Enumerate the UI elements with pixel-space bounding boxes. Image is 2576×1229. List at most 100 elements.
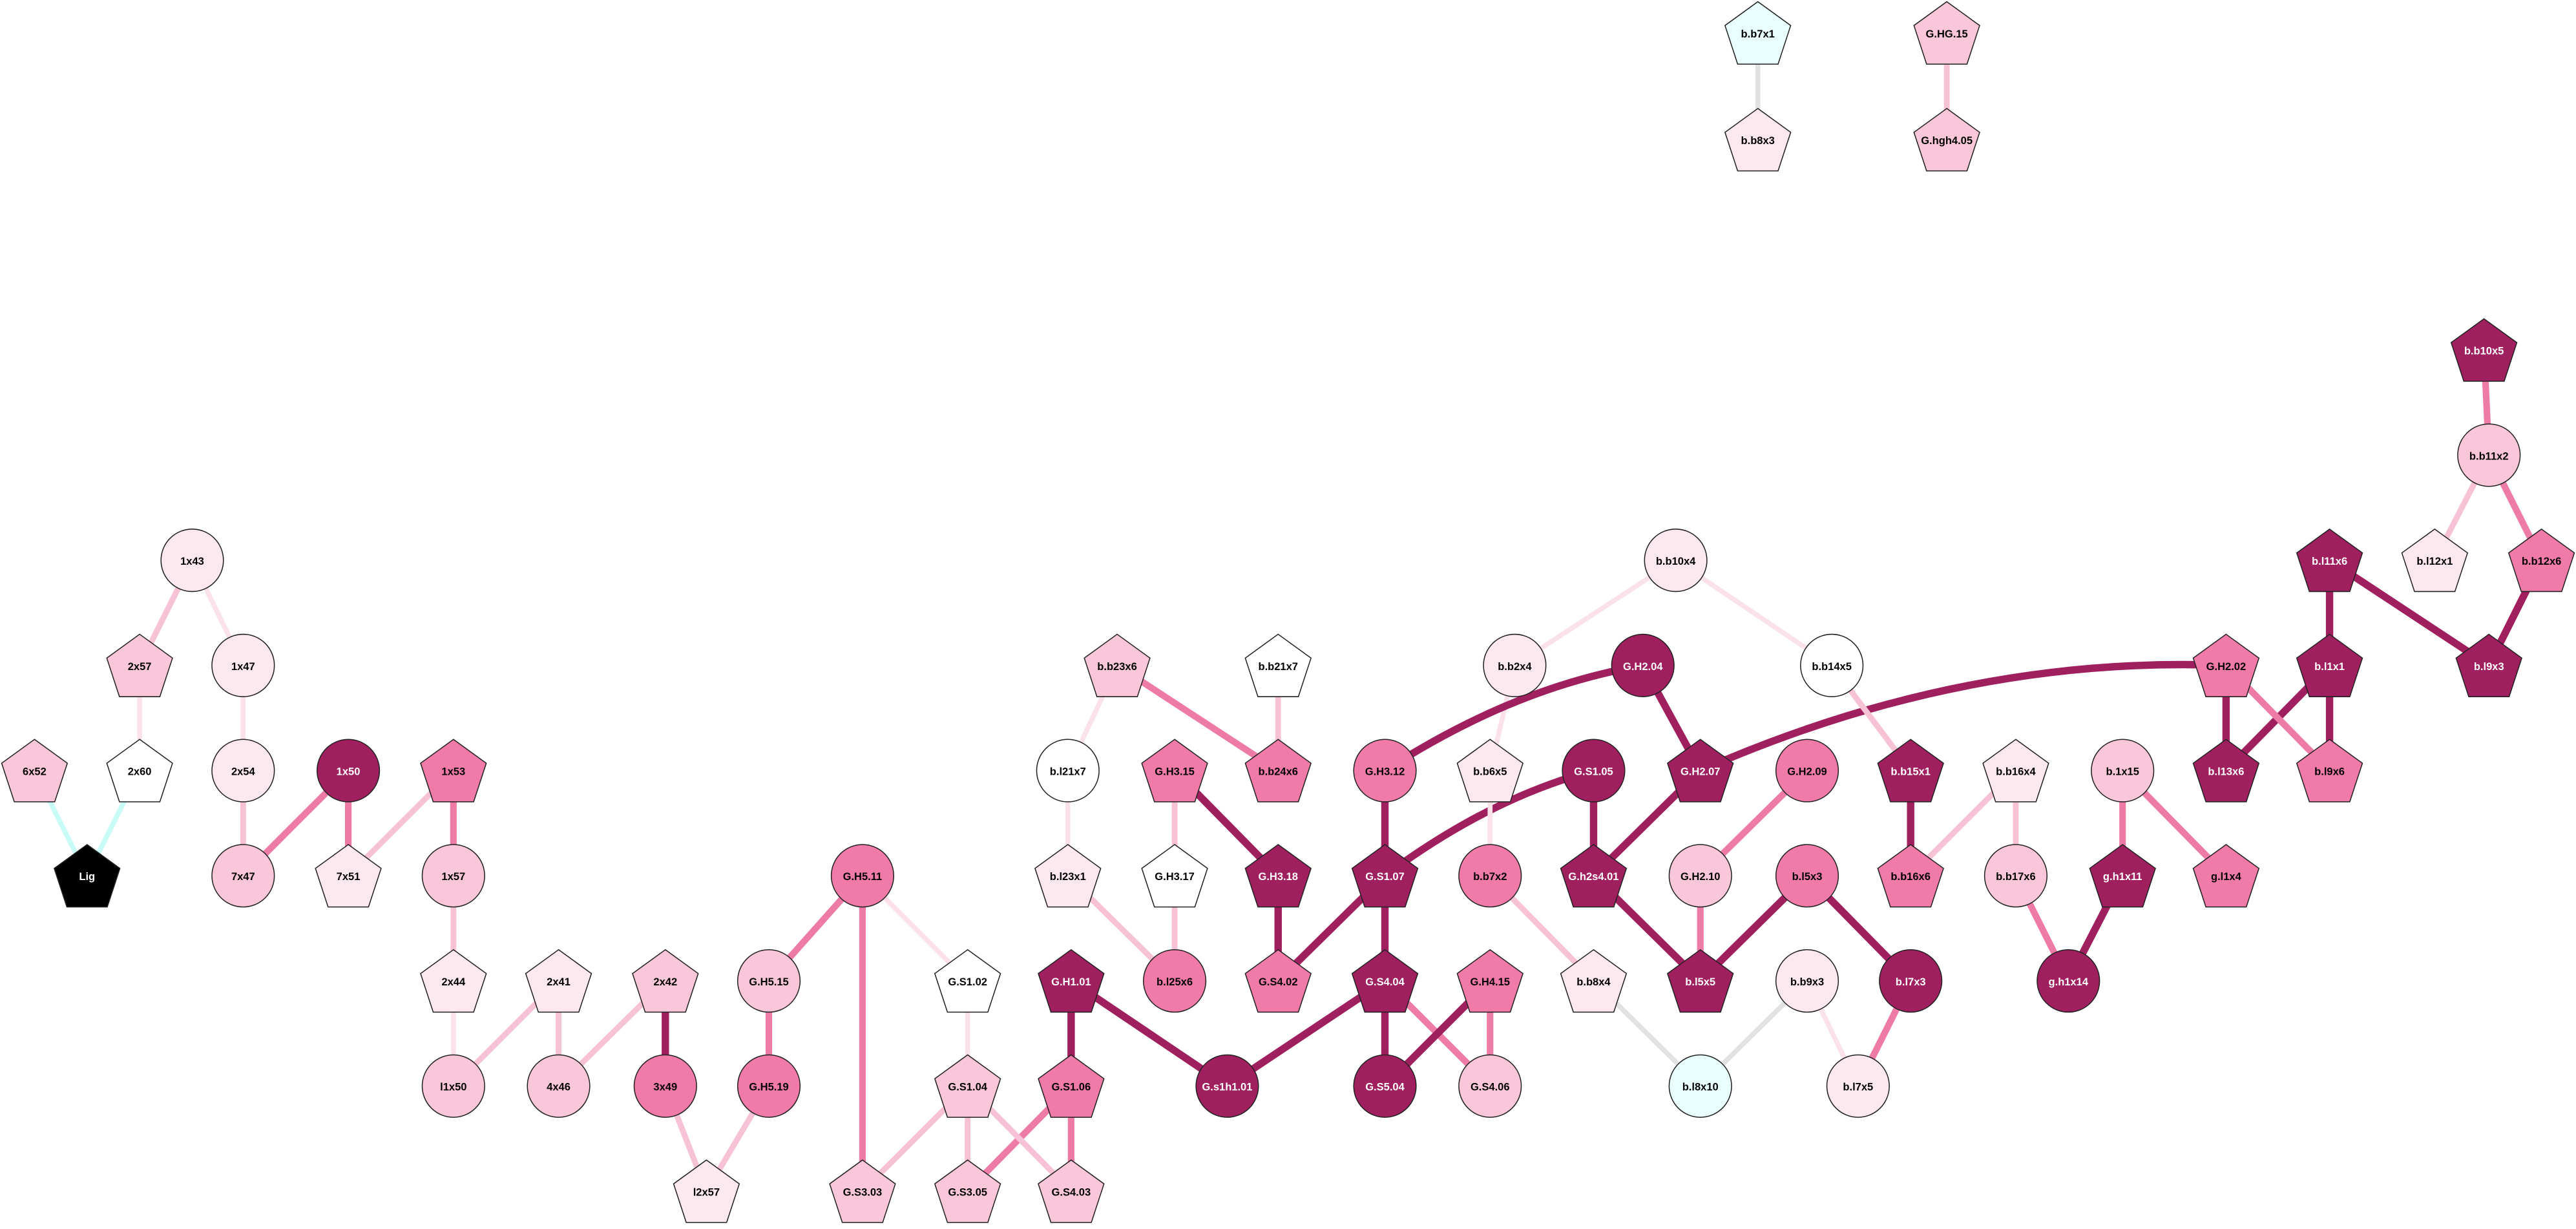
node-label: b.l11x6 bbox=[2312, 555, 2347, 567]
node-pentagon bbox=[1456, 739, 1524, 803]
node-pentagon bbox=[420, 949, 487, 1013]
node-circle bbox=[2457, 423, 2521, 487]
node-circle bbox=[2037, 949, 2100, 1013]
node: b.l12x1 bbox=[2401, 528, 2469, 593]
node-label: 2x60 bbox=[128, 766, 152, 778]
node-circle bbox=[1483, 633, 1547, 697]
node: b.l25x6 bbox=[1142, 949, 1207, 1013]
node-pentagon bbox=[934, 949, 1001, 1013]
edge bbox=[2327, 557, 2491, 669]
node-label: b.b7x2 bbox=[1473, 870, 1507, 883]
node-label: b.l9x6 bbox=[2314, 766, 2345, 778]
node-label: G.H2.07 bbox=[1681, 766, 1721, 778]
node-label: G.S4.06 bbox=[1471, 1081, 1510, 1093]
node-label: G.HG.15 bbox=[1926, 28, 1968, 40]
node: 2x60 bbox=[106, 739, 173, 803]
node-circle bbox=[1800, 633, 1864, 697]
node-label: b.l21x7 bbox=[1050, 766, 1086, 778]
node-label: b.b2x4 bbox=[1498, 660, 1532, 673]
node-label: G.S3.03 bbox=[843, 1186, 883, 1198]
node: b.b9x3 bbox=[1775, 949, 1839, 1013]
node-label: b.b12x6 bbox=[2522, 555, 2562, 567]
node-pentagon bbox=[1877, 844, 1944, 908]
node-label: G.H2.02 bbox=[2206, 660, 2246, 673]
node: g.h1x14 bbox=[2037, 949, 2100, 1013]
node: G.H4.15 bbox=[1456, 949, 1524, 1013]
node-label: b.b16x4 bbox=[1996, 766, 2036, 778]
node-label: b.b10x5 bbox=[2464, 345, 2504, 357]
node: b.l7x3 bbox=[1879, 949, 1943, 1013]
node: b.b16x4 bbox=[1982, 739, 2049, 803]
node: b.b8x4 bbox=[1560, 949, 1628, 1013]
node-label: G.H1.01 bbox=[1051, 976, 1091, 988]
node: 1x53 bbox=[420, 739, 487, 803]
node-label: b.l5x5 bbox=[1685, 976, 1715, 988]
node-label: b.b9x3 bbox=[1790, 976, 1824, 988]
node-pentagon bbox=[54, 844, 121, 908]
node-pentagon bbox=[1244, 739, 1312, 803]
node-circle bbox=[737, 1054, 801, 1118]
node: 2x42 bbox=[632, 949, 699, 1013]
node: G.S1.04 bbox=[934, 1054, 1001, 1118]
node: G.S1.05 bbox=[1562, 739, 1626, 803]
edge bbox=[1115, 662, 1281, 773]
node-label: 4x46 bbox=[547, 1081, 571, 1093]
node: l2x57 bbox=[673, 1159, 740, 1223]
node-label: 2x41 bbox=[547, 976, 571, 988]
node-label: Lig bbox=[79, 870, 95, 883]
node-label: g.h1x14 bbox=[2049, 976, 2089, 988]
node-label: G.S1.06 bbox=[1052, 1081, 1091, 1093]
node: 4x46 bbox=[527, 1054, 591, 1118]
node-circle bbox=[1668, 1054, 1732, 1118]
node: b.l21x7 bbox=[1036, 739, 1100, 803]
node-circle bbox=[1562, 739, 1626, 803]
node: b.l8x10 bbox=[1668, 1054, 1732, 1118]
node-label: g.l1x4 bbox=[2211, 870, 2242, 883]
node-label: G.H3.17 bbox=[1155, 870, 1195, 883]
node-label: G.H3.12 bbox=[1365, 766, 1405, 778]
node-label: b.b11x2 bbox=[2469, 450, 2509, 462]
node-pentagon bbox=[1456, 949, 1524, 1013]
node: G.H3.17 bbox=[1141, 844, 1208, 908]
node-pentagon bbox=[1982, 739, 2049, 803]
node-pentagon bbox=[315, 844, 382, 908]
node-pentagon bbox=[1724, 1, 1792, 65]
node: G.H5.19 bbox=[737, 1054, 801, 1118]
node-pentagon bbox=[2508, 528, 2575, 593]
node-pentagon bbox=[2192, 739, 2260, 803]
node-label: b.l23x1 bbox=[1050, 870, 1086, 883]
node: b.b14x5 bbox=[1800, 633, 1864, 697]
node: Lig bbox=[54, 844, 121, 908]
node-label: G.H5.15 bbox=[749, 976, 789, 988]
node-pentagon bbox=[420, 739, 487, 803]
node-label: b.b24x6 bbox=[1258, 766, 1298, 778]
node-label: 1x53 bbox=[441, 766, 465, 778]
node-pentagon bbox=[1244, 844, 1312, 908]
node: G.S5.04 bbox=[1353, 1054, 1417, 1118]
node-label: G.S1.07 bbox=[1365, 870, 1405, 883]
node: G.H1.01 bbox=[1038, 949, 1105, 1013]
node-pentagon bbox=[1666, 739, 1734, 803]
node-label: G.H3.15 bbox=[1155, 766, 1195, 778]
node-label: b.l5x3 bbox=[1792, 870, 1823, 883]
node: 2x44 bbox=[420, 949, 487, 1013]
node-label: G.H2.04 bbox=[1623, 660, 1663, 673]
node-label: b.l9x3 bbox=[2474, 660, 2504, 673]
node-pentagon bbox=[1, 739, 68, 803]
node-label: 6x52 bbox=[23, 766, 47, 778]
node: 7x51 bbox=[315, 844, 382, 908]
node-label: l2x57 bbox=[693, 1186, 720, 1198]
node-circle bbox=[211, 739, 275, 803]
node: b.b2x4 bbox=[1483, 633, 1547, 697]
node-circle bbox=[737, 949, 801, 1013]
node-label: G.S1.04 bbox=[948, 1081, 987, 1093]
node-pentagon bbox=[1560, 844, 1628, 908]
node-label: 2x44 bbox=[441, 976, 466, 988]
node-pentagon bbox=[1913, 1, 1980, 65]
node-pentagon bbox=[1913, 107, 1980, 172]
node: b.l5x3 bbox=[1775, 844, 1839, 908]
node: b.1x15 bbox=[2091, 739, 2155, 803]
node-label: G.S4.03 bbox=[1052, 1186, 1091, 1198]
node-circle bbox=[830, 844, 895, 908]
